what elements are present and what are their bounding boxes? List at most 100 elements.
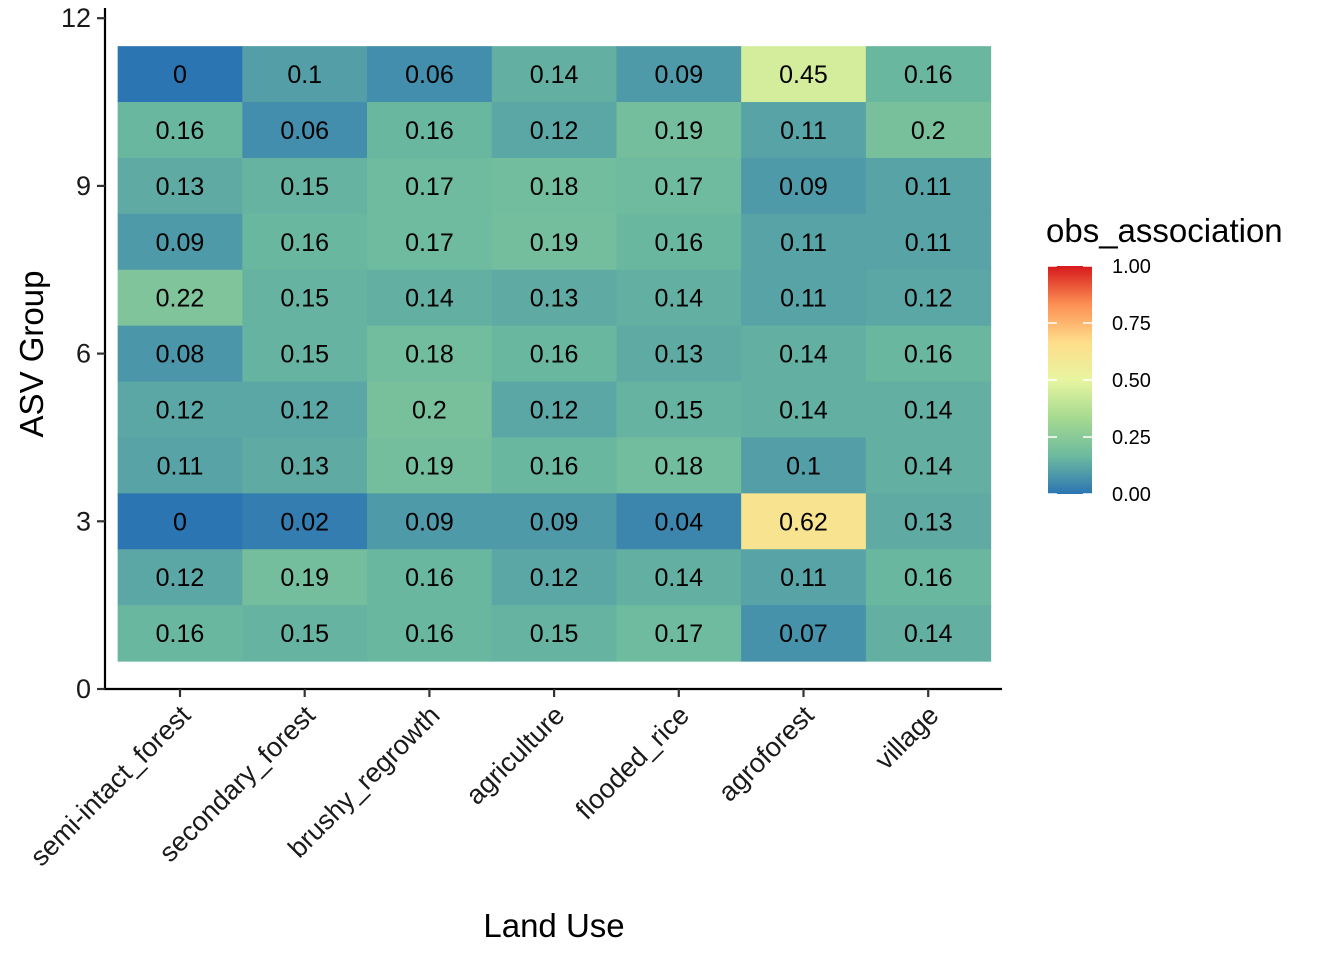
heatmap-cell xyxy=(741,269,867,327)
cell-value-label: 0.15 xyxy=(280,173,329,201)
heatmap-cell xyxy=(491,213,618,271)
heatmap-cell xyxy=(242,549,368,606)
cell-value-label: 0.62 xyxy=(779,508,828,536)
heatmap-cell xyxy=(616,381,742,439)
x-tick-label: village xyxy=(869,700,944,775)
cell-value-label: 0.14 xyxy=(530,61,579,89)
cell-value-label: 0.15 xyxy=(280,285,329,313)
cell-value-label: 0.12 xyxy=(904,285,953,313)
cell-value-label: 0.13 xyxy=(654,341,703,369)
heatmap-cell xyxy=(491,605,618,662)
x-tick-label: agriculture xyxy=(460,700,570,810)
heatmap-cell xyxy=(491,437,618,494)
heatmap-cells: 0 0.1 0.06 0.14 0.09 0.45 0.16 0.16 0.06 0.16 0.12… xyxy=(117,46,992,662)
cell-value-label: 0.19 xyxy=(280,564,329,592)
heatmap-cell xyxy=(367,102,493,159)
heatmap-cell xyxy=(865,493,992,550)
heatmap-cell xyxy=(741,157,867,215)
heatmap-cell xyxy=(865,157,992,215)
heatmap-cell xyxy=(741,325,867,383)
heatmap-cell xyxy=(616,325,742,383)
heatmap-cell xyxy=(242,605,368,662)
heatmap-cell xyxy=(741,46,867,103)
cell-value-label: 0.02 xyxy=(280,508,329,536)
heatmap-cell xyxy=(616,549,742,606)
cell-value-label: 0.16 xyxy=(904,564,953,592)
cell-value-label: 0.09 xyxy=(530,508,579,536)
heatmap-cell xyxy=(491,157,618,215)
cell-value-label: 0.18 xyxy=(530,173,579,201)
heatmap-cell xyxy=(741,213,867,271)
cell-value-label: 0.06 xyxy=(405,61,454,89)
y-tick-label: 9 xyxy=(76,171,91,201)
legend-tick-label: 0.00 xyxy=(1112,484,1151,506)
heatmap-cell xyxy=(741,605,867,662)
cell-value-label: 0.17 xyxy=(654,173,703,201)
heatmap-cell xyxy=(491,102,618,159)
heatmap-cell xyxy=(865,46,992,103)
heatmap-cell xyxy=(865,325,992,383)
cell-value-label: 0.16 xyxy=(156,117,205,145)
heatmap-cell xyxy=(616,157,742,215)
cell-value-label: 0.19 xyxy=(530,229,579,257)
cell-value-label: 0.16 xyxy=(405,564,454,592)
heatmap-cell xyxy=(367,325,493,383)
heatmap-cell xyxy=(616,213,742,271)
heatmap-cell xyxy=(367,549,493,606)
cell-value-label: 0.12 xyxy=(530,397,579,425)
heatmap-cell xyxy=(367,269,493,327)
cell-value-label: 0.15 xyxy=(654,397,703,425)
cell-value-label: 0.14 xyxy=(779,341,828,369)
cell-value-label: 0.16 xyxy=(904,341,953,369)
cell-value-label: 0.15 xyxy=(530,620,579,648)
y-tick-label: 12 xyxy=(61,3,91,33)
cell-value-label: 0.15 xyxy=(280,620,329,648)
cell-value-label: 0.12 xyxy=(530,564,579,592)
cell-value-label: 0.19 xyxy=(405,452,454,480)
cell-value-label: 0.16 xyxy=(654,229,703,257)
heatmap-cell xyxy=(117,381,243,439)
heatmap-cell xyxy=(242,437,368,494)
cell-value-label: 0.14 xyxy=(654,564,703,592)
heatmap-cell xyxy=(367,157,493,215)
heatmap-cell xyxy=(242,381,368,439)
heatmap-cell xyxy=(242,325,368,383)
cell-value-label: 0.18 xyxy=(654,452,703,480)
cell-value-label: 0.14 xyxy=(654,285,703,313)
y-axis-title: ASV Group xyxy=(13,271,50,438)
heatmap-cell xyxy=(242,269,368,327)
heatmap-cell xyxy=(741,437,867,494)
cell-value-label: 0.16 xyxy=(530,341,579,369)
cell-value-label: 0.06 xyxy=(280,117,329,145)
heatmap-cell xyxy=(616,437,742,494)
heatmap-cell xyxy=(367,605,493,662)
cell-value-label: 0.11 xyxy=(905,173,952,201)
cell-value-label: 0.12 xyxy=(156,564,205,592)
cell-value-label: 0.12 xyxy=(530,117,579,145)
heatmap-cell xyxy=(865,549,992,606)
heatmap-cell xyxy=(242,102,368,159)
cell-value-label: 0.14 xyxy=(904,397,953,425)
cell-value-label: 0 xyxy=(173,61,187,89)
heatmap-cell xyxy=(242,213,368,271)
heatmap-cell xyxy=(242,46,368,103)
y-tick-label: 3 xyxy=(76,506,91,536)
heatmap-cell xyxy=(491,325,618,383)
heatmap-cell xyxy=(491,269,618,327)
heatmap-cell xyxy=(741,381,867,439)
x-tick-label: agroforest xyxy=(713,700,821,808)
heatmap-cell xyxy=(865,605,992,662)
legend-tick-label: 1.00 xyxy=(1112,256,1151,278)
legend-tick-label: 0.25 xyxy=(1112,427,1151,449)
heatmap-cell xyxy=(741,549,867,606)
legend-ticks: 0.00 0.25 0.50 0.75 1.00 xyxy=(1048,256,1151,506)
cell-value-label: 0.16 xyxy=(280,229,329,257)
heatmap-cell xyxy=(741,102,867,159)
cell-value-label: 0.16 xyxy=(904,61,953,89)
cell-value-label: 0.13 xyxy=(156,173,205,201)
cell-value-label: 0.04 xyxy=(654,508,703,536)
cell-value-label: 0.14 xyxy=(405,285,454,313)
heatmap-cell xyxy=(117,605,243,662)
cell-value-label: 0.13 xyxy=(280,452,329,480)
